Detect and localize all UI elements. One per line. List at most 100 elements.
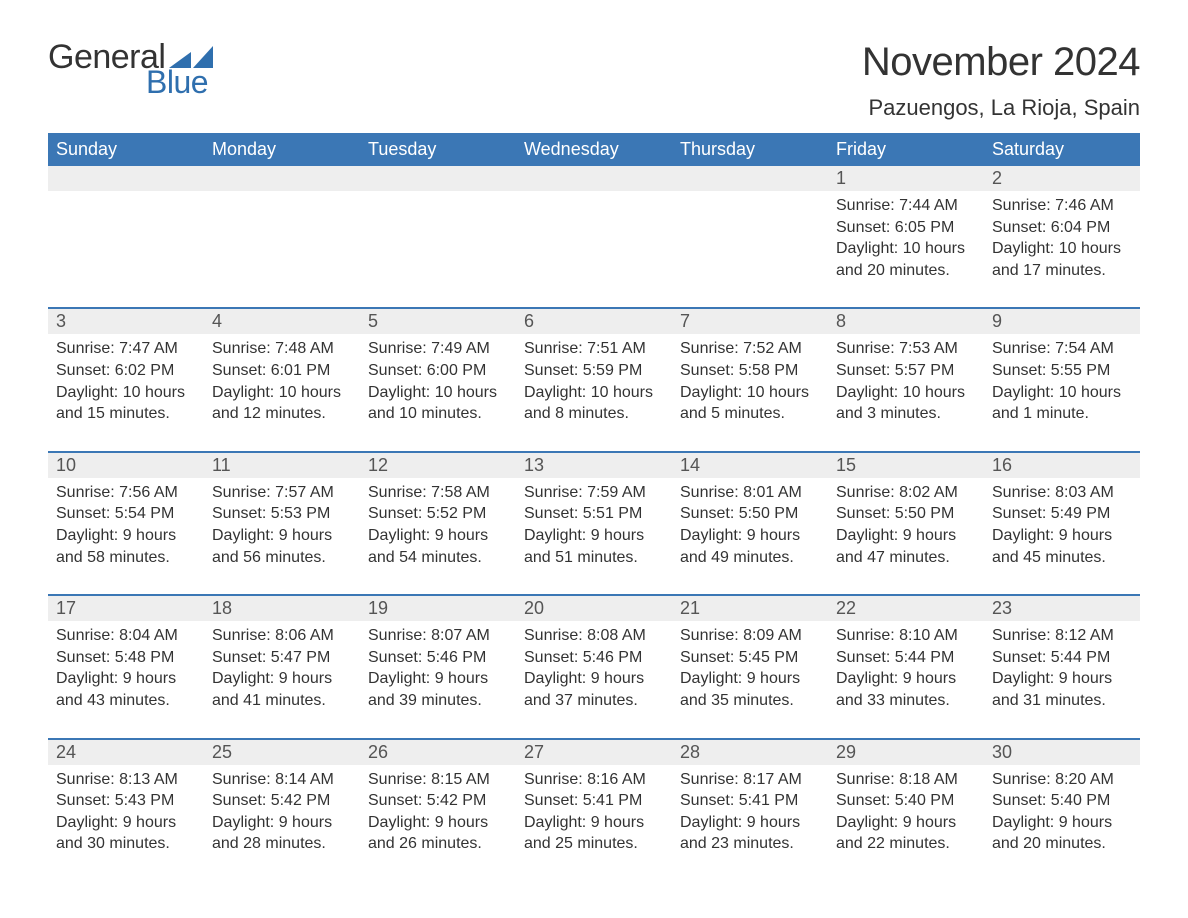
daylight-text: Daylight: 9 hours and 28 minutes. (212, 812, 352, 855)
daylight-text: Daylight: 9 hours and 45 minutes. (992, 525, 1132, 568)
sunrise-text: Sunrise: 7:51 AM (524, 338, 664, 360)
sunset-text: Sunset: 5:50 PM (836, 503, 976, 525)
week-content-row: Sunrise: 8:04 AMSunset: 5:48 PM Daylight:… (48, 621, 1140, 738)
daylight-text: Daylight: 10 hours and 12 minutes. (212, 382, 352, 425)
sunrise-text: Sunrise: 8:16 AM (524, 769, 664, 791)
week-daynum-row: 17181920212223 (48, 595, 1140, 621)
sunrise-text: Sunrise: 8:09 AM (680, 625, 820, 647)
day-content-cell (672, 191, 828, 308)
sunset-text: Sunset: 5:55 PM (992, 360, 1132, 382)
day-content-cell: Sunrise: 7:59 AMSunset: 5:51 PMDaylight:… (516, 478, 672, 595)
sunset-text: Sunset: 6:02 PM (56, 360, 196, 382)
day-number-cell: 23 (984, 595, 1140, 621)
sunrise-text: Sunrise: 8:04 AM (56, 625, 196, 647)
daylight-text: Daylight: 9 hours and 41 minutes. (212, 668, 352, 711)
sunset-text: Sunset: 5:43 PM (56, 790, 196, 812)
week-daynum-row: 10111213141516 (48, 452, 1140, 478)
daylight-text: Daylight: 9 hours and 54 minutes. (368, 525, 508, 568)
sunset-text: Sunset: 5:42 PM (212, 790, 352, 812)
daylight-text: Daylight: 9 hours and 37 minutes. (524, 668, 664, 711)
day-header-saturday: Saturday (984, 133, 1140, 166)
sunrise-text: Sunrise: 7:46 AM (992, 195, 1132, 217)
sunset-text: Sunset: 5:46 PM (524, 647, 664, 669)
daylight-text: Daylight: 9 hours and 31 minutes. (992, 668, 1132, 711)
day-content-cell: Sunrise: 7:58 AMSunset: 5:52 PMDaylight:… (360, 478, 516, 595)
sunrise-text: Sunrise: 7:59 AM (524, 482, 664, 504)
sunrise-text: Sunrise: 7:54 AM (992, 338, 1132, 360)
day-number-cell: 13 (516, 452, 672, 478)
calendar-body: 12Sunrise: 7:44 AMSunset: 6:05 PMDayligh… (48, 166, 1140, 859)
sunrise-text: Sunrise: 7:44 AM (836, 195, 976, 217)
daylight-text: Daylight: 9 hours and 51 minutes. (524, 525, 664, 568)
calendar-table: Sunday Monday Tuesday Wednesday Thursday… (48, 133, 1140, 859)
daylight-text: Daylight: 9 hours and 58 minutes. (56, 525, 196, 568)
day-content-cell: Sunrise: 8:02 AMSunset: 5:50 PMDaylight:… (828, 478, 984, 595)
day-content-cell: Sunrise: 7:44 AMSunset: 6:05 PMDaylight:… (828, 191, 984, 308)
day-number-cell: 27 (516, 739, 672, 765)
day-header-wednesday: Wednesday (516, 133, 672, 166)
sunset-text: Sunset: 5:42 PM (368, 790, 508, 812)
daylight-text: Daylight: 9 hours and 25 minutes. (524, 812, 664, 855)
day-number-cell: 19 (360, 595, 516, 621)
day-number-cell: 28 (672, 739, 828, 765)
sunset-text: Sunset: 5:48 PM (56, 647, 196, 669)
daylight-text: Daylight: 10 hours and 20 minutes. (836, 238, 976, 281)
day-content-cell: Sunrise: 7:57 AMSunset: 5:53 PMDaylight:… (204, 478, 360, 595)
daylight-text: Daylight: 9 hours and 35 minutes. (680, 668, 820, 711)
day-number-cell: 20 (516, 595, 672, 621)
sunrise-text: Sunrise: 8:07 AM (368, 625, 508, 647)
day-number-cell: 14 (672, 452, 828, 478)
sunset-text: Sunset: 5:40 PM (992, 790, 1132, 812)
day-number-cell (48, 166, 204, 191)
day-content-cell: Sunrise: 8:04 AMSunset: 5:48 PMDaylight:… (48, 621, 204, 738)
day-number-cell: 29 (828, 739, 984, 765)
day-number-cell (672, 166, 828, 191)
day-content-cell: Sunrise: 8:06 AMSunset: 5:47 PMDaylight:… (204, 621, 360, 738)
day-number-cell: 2 (984, 166, 1140, 191)
sunset-text: Sunset: 5:41 PM (680, 790, 820, 812)
day-number-cell: 12 (360, 452, 516, 478)
daylight-text: Daylight: 9 hours and 33 minutes. (836, 668, 976, 711)
day-number-cell: 24 (48, 739, 204, 765)
day-content-cell: Sunrise: 8:20 AMSunset: 5:40 PMDaylight:… (984, 765, 1140, 859)
day-content-cell: Sunrise: 8:03 AMSunset: 5:49 PMDaylight:… (984, 478, 1140, 595)
day-number-cell: 17 (48, 595, 204, 621)
sunset-text: Sunset: 5:59 PM (524, 360, 664, 382)
sunset-text: Sunset: 5:40 PM (836, 790, 976, 812)
daylight-text: Daylight: 10 hours and 1 minute. (992, 382, 1132, 425)
day-content-cell: Sunrise: 8:10 AMSunset: 5:44 PMDaylight:… (828, 621, 984, 738)
daylight-text: Daylight: 9 hours and 26 minutes. (368, 812, 508, 855)
day-content-cell: Sunrise: 8:16 AMSunset: 5:41 PMDaylight:… (516, 765, 672, 859)
sunset-text: Sunset: 5:47 PM (212, 647, 352, 669)
sunrise-text: Sunrise: 7:47 AM (56, 338, 196, 360)
day-content-cell: Sunrise: 7:49 AMSunset: 6:00 PMDaylight:… (360, 334, 516, 451)
day-number-cell: 3 (48, 308, 204, 334)
daylight-text: Daylight: 9 hours and 49 minutes. (680, 525, 820, 568)
sunset-text: Sunset: 6:01 PM (212, 360, 352, 382)
day-content-cell: Sunrise: 8:15 AMSunset: 5:42 PMDaylight:… (360, 765, 516, 859)
month-title: November 2024 (862, 40, 1140, 85)
sunrise-text: Sunrise: 7:56 AM (56, 482, 196, 504)
day-number-cell: 1 (828, 166, 984, 191)
day-number-cell: 5 (360, 308, 516, 334)
day-content-cell: Sunrise: 8:13 AMSunset: 5:43 PMDaylight:… (48, 765, 204, 859)
day-header-thursday: Thursday (672, 133, 828, 166)
daylight-text: Daylight: 10 hours and 3 minutes. (836, 382, 976, 425)
day-number-cell: 11 (204, 452, 360, 478)
sunset-text: Sunset: 5:49 PM (992, 503, 1132, 525)
day-content-cell: Sunrise: 8:14 AMSunset: 5:42 PMDaylight:… (204, 765, 360, 859)
day-number-cell: 6 (516, 308, 672, 334)
day-number-cell: 7 (672, 308, 828, 334)
day-number-cell: 4 (204, 308, 360, 334)
sunrise-text: Sunrise: 8:14 AM (212, 769, 352, 791)
day-content-cell: Sunrise: 8:08 AMSunset: 5:46 PMDaylight:… (516, 621, 672, 738)
day-header-monday: Monday (204, 133, 360, 166)
sunset-text: Sunset: 5:53 PM (212, 503, 352, 525)
daylight-text: Daylight: 9 hours and 30 minutes. (56, 812, 196, 855)
sunset-text: Sunset: 5:54 PM (56, 503, 196, 525)
day-content-cell: Sunrise: 7:46 AMSunset: 6:04 PMDaylight:… (984, 191, 1140, 308)
day-number-cell: 30 (984, 739, 1140, 765)
day-content-cell: Sunrise: 7:52 AMSunset: 5:58 PMDaylight:… (672, 334, 828, 451)
week-content-row: Sunrise: 7:44 AMSunset: 6:05 PMDaylight:… (48, 191, 1140, 308)
day-number-cell (516, 166, 672, 191)
